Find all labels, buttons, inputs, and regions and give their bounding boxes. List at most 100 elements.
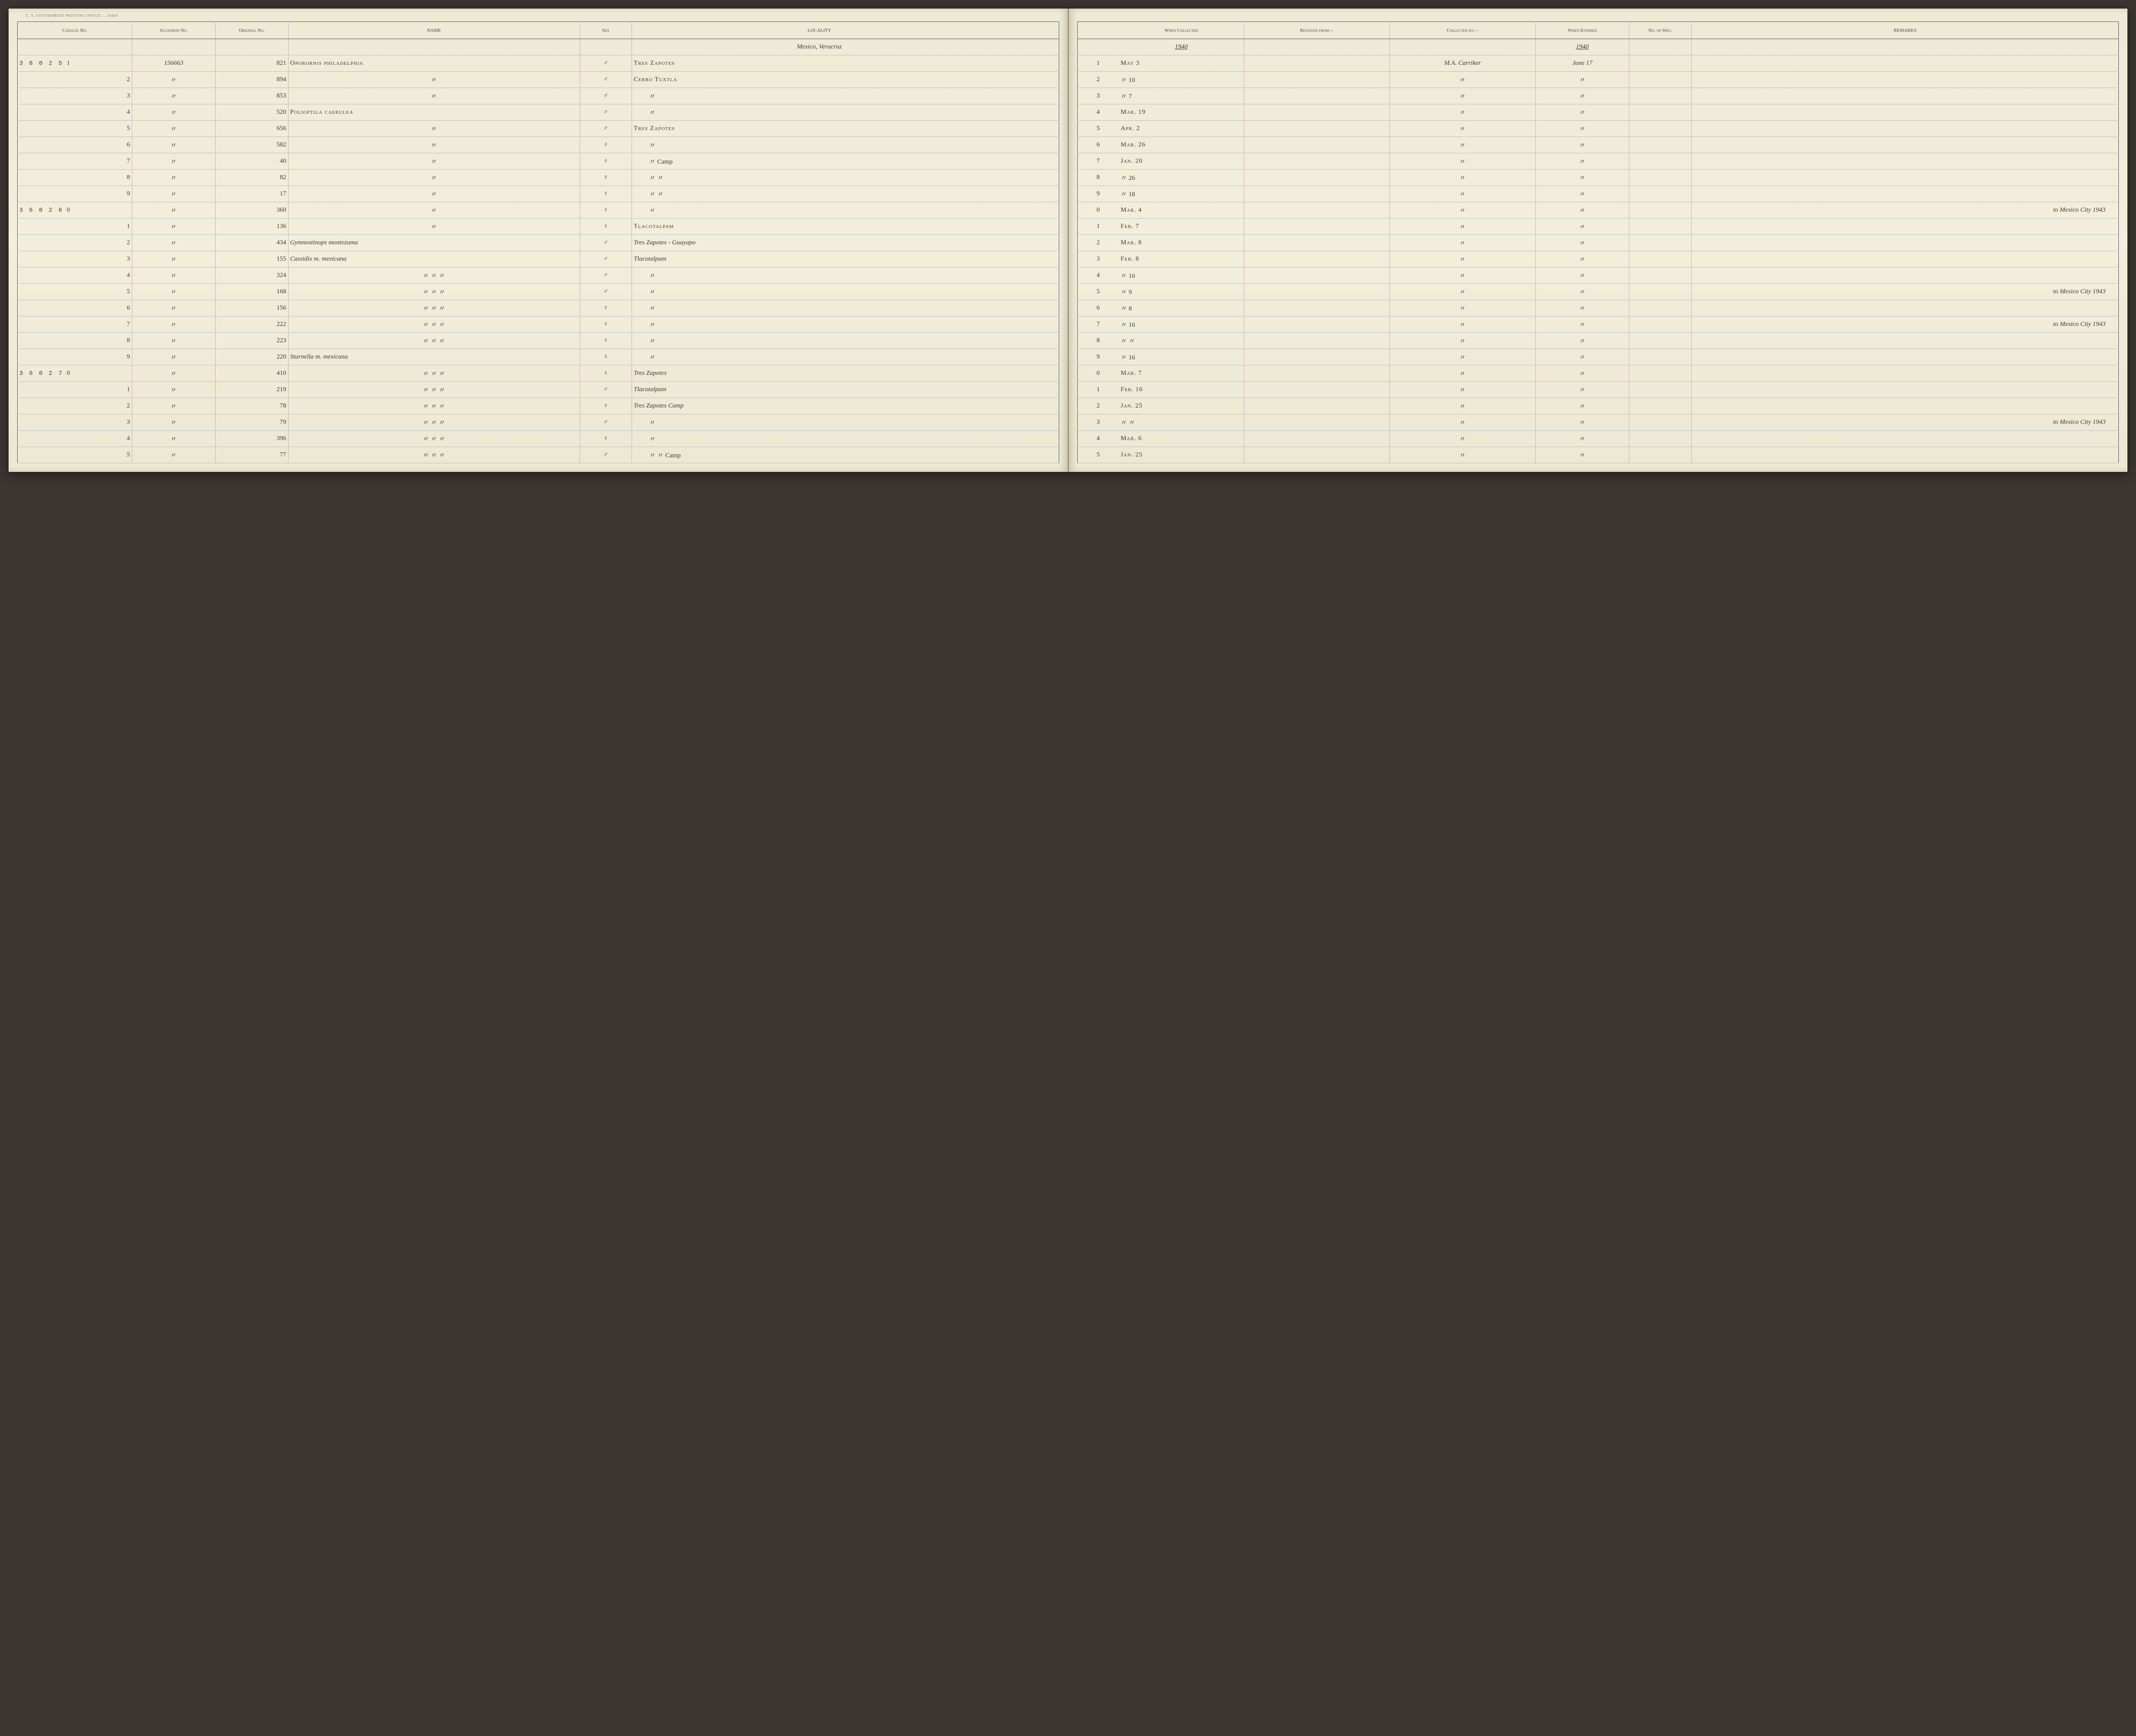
received-from-cell bbox=[1244, 300, 1390, 316]
catalog-no-cell: 9 bbox=[18, 186, 132, 202]
accession-no-cell: 〃 bbox=[132, 414, 215, 431]
when-entered-cell: 〃 bbox=[1535, 431, 1629, 447]
locality-region-header: Mexico, Veracruz bbox=[632, 39, 1007, 55]
received-from-cell bbox=[1244, 349, 1390, 365]
catalog-no-cell: 2 bbox=[18, 235, 132, 251]
accession-no-cell: 〃 bbox=[132, 284, 215, 300]
original-no-cell: 656 bbox=[215, 121, 288, 137]
table-row: 3〃79〃 〃 〃♂〃 bbox=[18, 414, 1059, 431]
original-no-cell: 520 bbox=[215, 104, 288, 121]
accession-no-cell: 〃 bbox=[132, 349, 215, 365]
species-name-cell: 〃 bbox=[288, 121, 580, 137]
seq-cell-right: 4 bbox=[1077, 104, 1119, 121]
remarks-cell: to Mexico City 1943 bbox=[1692, 284, 2119, 300]
accession-no-cell: 〃 bbox=[132, 251, 215, 268]
species-name-cell: Polioptila caerulea bbox=[288, 104, 580, 121]
header-row: When Collected Received from— Collected … bbox=[1077, 22, 2119, 39]
table-row: 3 6 0 2 6 0〃360〃♀〃 bbox=[18, 202, 1059, 219]
year-header-row: 1940 1940 bbox=[1077, 39, 2119, 55]
locality-cell: 〃 bbox=[632, 88, 1007, 104]
catalog-no-cell: 3 bbox=[18, 414, 132, 431]
original-no-cell: 40 bbox=[215, 153, 288, 170]
when-collected-cell: 〃 16 bbox=[1119, 268, 1244, 284]
original-no-cell: 156 bbox=[215, 300, 288, 316]
when-entered-cell: 〃 bbox=[1535, 153, 1629, 170]
seq-cell-left bbox=[1007, 121, 1059, 137]
remarks-cell bbox=[1692, 333, 2119, 349]
received-from-cell bbox=[1244, 104, 1390, 121]
locality-cell: Tres Zapotes - Guayapo bbox=[632, 235, 1007, 251]
remarks-cell bbox=[1692, 251, 2119, 268]
catalog-no-cell: 7 bbox=[18, 316, 132, 333]
species-name-cell: 〃 bbox=[288, 186, 580, 202]
seq-cell-left bbox=[1007, 219, 1059, 235]
accession-no-cell: 〃 bbox=[132, 121, 215, 137]
seq-cell-left bbox=[1007, 88, 1059, 104]
original-no-cell: 77 bbox=[215, 447, 288, 463]
when-collected-cell: Feb. 8 bbox=[1119, 251, 1244, 268]
accession-no-cell: 〃 bbox=[132, 268, 215, 284]
locality-cell: 〃 bbox=[632, 300, 1007, 316]
received-from-cell bbox=[1244, 316, 1390, 333]
seq-cell-left bbox=[1007, 447, 1059, 463]
seq-cell-left bbox=[1007, 72, 1059, 88]
collected-by-cell: 〃 bbox=[1390, 137, 1536, 153]
when-collected-cell: Mar. 19 bbox=[1119, 104, 1244, 121]
seq-cell-left bbox=[1007, 251, 1059, 268]
original-no-cell: 853 bbox=[215, 88, 288, 104]
when-collected-cell: 〃 7 bbox=[1119, 88, 1244, 104]
seq-cell-right: 5 bbox=[1077, 447, 1119, 463]
sex-cell: ♂ bbox=[580, 268, 632, 284]
table-row: 9〃220Sturnella m. mexicana♀〃 bbox=[18, 349, 1059, 365]
when-collected-cell: Mar. 4 bbox=[1119, 202, 1244, 219]
collected-by-cell: 〃 bbox=[1390, 447, 1536, 463]
when-collected-cell: Mar. 8 bbox=[1119, 235, 1244, 251]
remarks-cell bbox=[1692, 153, 2119, 170]
received-from-cell bbox=[1244, 121, 1390, 137]
when-entered-cell: 〃 bbox=[1535, 235, 1629, 251]
when-entered-cell: 〃 bbox=[1535, 219, 1629, 235]
table-row: 3 6 0 2 7 0〃410〃 〃 〃♀Tres Zapotes bbox=[18, 365, 1059, 382]
no-spec-cell bbox=[1629, 349, 1692, 365]
table-row: 6Mar. 26〃〃 bbox=[1077, 137, 2119, 153]
catalog-no-cell: 8 bbox=[18, 333, 132, 349]
locality-cell: 〃 〃 Camp bbox=[632, 447, 1007, 463]
no-spec-cell bbox=[1629, 235, 1692, 251]
seq-cell-right: 3 bbox=[1077, 88, 1119, 104]
no-spec-cell bbox=[1629, 88, 1692, 104]
locality-cell: Tlacotalpam bbox=[632, 251, 1007, 268]
remarks-cell bbox=[1692, 72, 2119, 88]
remarks-cell bbox=[1692, 382, 2119, 398]
catalog-no-value: 3 6 0 2 7 bbox=[19, 370, 64, 377]
table-row: 5Apr. 2〃〃 bbox=[1077, 121, 2119, 137]
remarks-cell: to Mexico City 1943 bbox=[1692, 414, 2119, 431]
collected-by-cell: 〃 bbox=[1390, 316, 1536, 333]
when-entered-cell: 〃 bbox=[1535, 333, 1629, 349]
remarks-cell bbox=[1692, 431, 2119, 447]
collected-by-cell: 〃 bbox=[1390, 88, 1536, 104]
original-no-cell: 223 bbox=[215, 333, 288, 349]
seq-cell-right: 4 bbox=[1077, 431, 1119, 447]
original-no-cell: 360 bbox=[215, 202, 288, 219]
table-row: 2〃 10〃〃 bbox=[1077, 72, 2119, 88]
locality-cell: 〃 bbox=[632, 414, 1007, 431]
no-spec-cell bbox=[1629, 186, 1692, 202]
sex-cell: ♀ bbox=[580, 170, 632, 186]
table-row: 2〃894〃♂Cerro Tuxtla bbox=[18, 72, 1059, 88]
original-no-cell: 324 bbox=[215, 268, 288, 284]
sex-cell: ♀ bbox=[580, 316, 632, 333]
locality-cell: Tres Zapotes Camp bbox=[632, 398, 1007, 414]
species-name-cell: 〃 〃 〃 bbox=[288, 431, 580, 447]
seq-cell-left bbox=[1007, 55, 1059, 72]
table-row: 4Mar. 6〃〃 bbox=[1077, 431, 2119, 447]
remarks-cell bbox=[1692, 349, 2119, 365]
remarks-cell bbox=[1692, 88, 2119, 104]
original-no-cell: 82 bbox=[215, 170, 288, 186]
original-no-cell: 894 bbox=[215, 72, 288, 88]
when-collected-cell: 〃 8 bbox=[1119, 300, 1244, 316]
catalog-no-value: 3 6 0 2 6 bbox=[19, 207, 64, 214]
locality-cell: Cerro Tuxtla bbox=[632, 72, 1007, 88]
table-row: 0Mar. 7〃〃 bbox=[1077, 365, 2119, 382]
accession-no-cell: 〃 bbox=[132, 235, 215, 251]
table-row: 2Mar. 8〃〃 bbox=[1077, 235, 2119, 251]
